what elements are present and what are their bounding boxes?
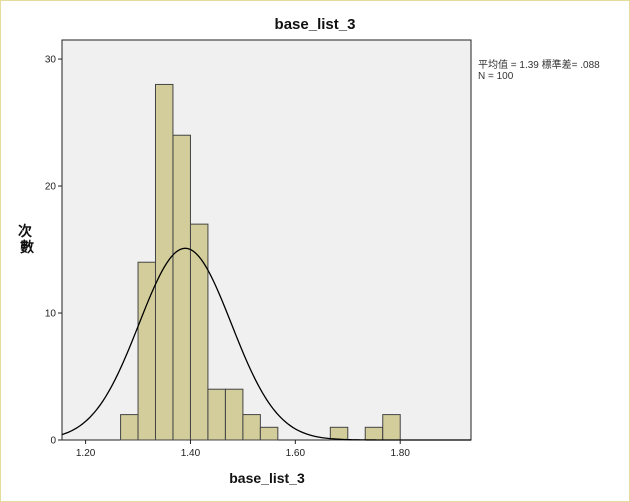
x-tick-label: 1.80 <box>390 448 410 459</box>
histogram-bar <box>259 426 279 441</box>
histogram-bar <box>242 414 261 441</box>
y-axis-ticks: 0 10 20 30 <box>45 55 62 447</box>
x-tick-label: 1.60 <box>286 448 306 459</box>
normal-curve <box>61 247 471 441</box>
y-axis-label: 次 數 <box>18 223 36 255</box>
histogram-bar <box>172 134 191 441</box>
histogram-bar <box>224 388 244 441</box>
histogram-bar <box>329 426 349 441</box>
x-tick-label: 1.20 <box>76 448 96 459</box>
y-axis-label-line-2: 數 <box>20 239 34 255</box>
y-tick-label: 0 <box>50 436 56 447</box>
x-axis-label: base_list_3 <box>229 470 305 486</box>
plot-area <box>61 39 472 441</box>
histogram-bar <box>382 414 401 441</box>
stats-n: N = 100 <box>478 71 514 82</box>
y-axis-label-line-1: 次 <box>18 223 32 239</box>
histogram-bar <box>120 414 139 441</box>
chart-title: base_list_3 <box>275 16 356 33</box>
x-axis-ticks: 1.20 1.40 1.60 1.80 <box>76 440 410 459</box>
histogram-bar <box>189 223 209 441</box>
histogram-bar <box>154 83 174 441</box>
y-tick-label: 30 <box>45 55 57 66</box>
y-tick-label: 20 <box>45 182 57 193</box>
histogram-bar <box>364 426 384 441</box>
histogram-bar <box>207 388 226 441</box>
histogram-bars <box>120 83 401 441</box>
x-tick-label: 1.40 <box>181 448 201 459</box>
y-tick-label: 10 <box>45 309 57 320</box>
stats-mean-sd: 平均值 = 1.39 標準差= .088 <box>478 58 600 71</box>
